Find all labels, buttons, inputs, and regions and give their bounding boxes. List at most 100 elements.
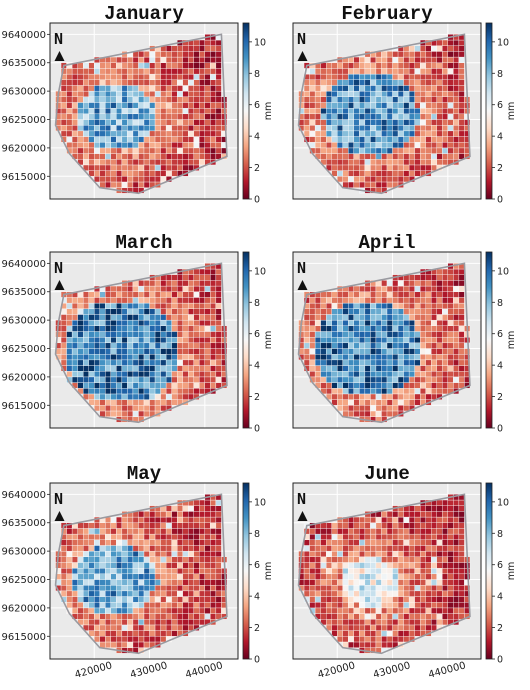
- heatmap-cell: [458, 371, 465, 378]
- heatmap-cell: [392, 511, 399, 518]
- heatmap-cell: [364, 85, 371, 92]
- heatmap-cell: [353, 125, 360, 132]
- heatmap-cell: [342, 342, 349, 349]
- heatmap-cell: [386, 388, 393, 395]
- heatmap-cell: [88, 73, 95, 80]
- heatmap-cell: [160, 119, 167, 126]
- heatmap-cell: [66, 365, 73, 372]
- heatmap-cell: [160, 511, 167, 518]
- heatmap-cell: [359, 533, 366, 540]
- heatmap-cell: [331, 619, 338, 626]
- heatmap-cell: [414, 596, 421, 603]
- heatmap-cell: [94, 619, 100, 626]
- heatmap-cell: [88, 308, 95, 315]
- y-tick-label: 9620000: [1, 143, 46, 154]
- heatmap-cell: [453, 579, 460, 586]
- heatmap-cell: [370, 388, 377, 395]
- heatmap-cell: [210, 136, 217, 143]
- heatmap-cell: [408, 585, 415, 592]
- heatmap-cell: [210, 79, 217, 86]
- heatmap-cell: [132, 119, 139, 126]
- heatmap-cell: [165, 573, 172, 580]
- heatmap-cell: [337, 68, 343, 75]
- heatmap-cell: [303, 325, 310, 332]
- heatmap-cell: [116, 388, 123, 395]
- heatmap-cell: [320, 585, 327, 592]
- heatmap-cell: [99, 113, 106, 120]
- heatmap-cell: [138, 159, 145, 166]
- heatmap-cell: [408, 613, 415, 620]
- heatmap-cell: [364, 596, 371, 603]
- heatmap-cell: [364, 319, 371, 326]
- heatmap-cell: [99, 331, 106, 338]
- heatmap-cell: [182, 73, 189, 80]
- heatmap-cell: [442, 567, 448, 575]
- heatmap-cell: [88, 102, 95, 109]
- heatmap-cell: [353, 573, 360, 580]
- heatmap-cell: [199, 359, 205, 366]
- heatmap-cell: [320, 348, 327, 355]
- heatmap-cell: [381, 51, 388, 58]
- heatmap-cell: [309, 302, 316, 309]
- heatmap-cell: [425, 359, 432, 366]
- heatmap-cell: [353, 630, 360, 637]
- heatmap-cell: [199, 96, 205, 103]
- heatmap-cell: [160, 113, 167, 120]
- heatmap-cell: [425, 607, 432, 614]
- heatmap-cell: [408, 170, 415, 177]
- heatmap-cell: [127, 596, 134, 603]
- heatmap-cell: [353, 130, 360, 137]
- heatmap-cell: [453, 45, 460, 52]
- heatmap-cell: [182, 308, 189, 315]
- heatmap-cell: [127, 567, 134, 575]
- heatmap-cell: [342, 325, 349, 332]
- heatmap-cell: [193, 280, 200, 287]
- axes-frame: [292, 22, 482, 200]
- heatmap-cell: [165, 619, 172, 626]
- heatmap-cell: [188, 516, 194, 523]
- heatmap-cell: [381, 573, 388, 580]
- heatmap-cell: [138, 388, 145, 395]
- heatmap-cell: [337, 522, 343, 529]
- heatmap-cell: [408, 624, 415, 631]
- heatmap-cell: [149, 96, 156, 103]
- heatmap-cell: [326, 550, 332, 557]
- heatmap-cell: [337, 359, 343, 366]
- heatmap-cell: [99, 399, 106, 406]
- heatmap-cell: [425, 73, 432, 80]
- heatmap-cell: [348, 399, 354, 406]
- heatmap-cell: [99, 613, 106, 620]
- heatmap-cell: [386, 85, 393, 92]
- heatmap-cell: [66, 90, 73, 97]
- colorbar: [485, 22, 493, 200]
- heatmap-cell: [77, 371, 84, 378]
- heatmap-cell: [193, 348, 200, 355]
- heatmap-cell: [154, 359, 161, 366]
- heatmap-cell: [314, 573, 321, 580]
- heatmap-cell: [342, 331, 349, 338]
- heatmap-cell: [110, 297, 117, 304]
- heatmap-cell: [326, 325, 332, 332]
- heatmap-cell: [99, 142, 106, 149]
- heatmap-cell: [143, 573, 150, 580]
- heatmap-cell: [458, 297, 465, 304]
- heatmap-cell: [403, 90, 410, 97]
- heatmap-cell: [359, 585, 366, 592]
- heatmap-cell: [453, 539, 460, 546]
- heatmap-cell: [165, 393, 172, 400]
- heatmap-cell: [348, 181, 354, 188]
- heatmap-cell: [370, 130, 377, 137]
- heatmap-cell: [353, 545, 360, 552]
- heatmap-cell: [99, 336, 106, 344]
- heatmap-cell: [177, 607, 183, 614]
- heatmap-cell: [342, 399, 349, 406]
- heatmap-cell: [348, 539, 354, 546]
- heatmap-cell: [342, 68, 349, 75]
- heatmap-cell: [138, 119, 145, 126]
- heatmap-cell: [110, 153, 117, 160]
- heatmap-cell: [320, 113, 327, 120]
- heatmap-cell: [160, 308, 167, 315]
- heatmap-cell: [127, 585, 134, 592]
- heatmap-cell: [138, 107, 145, 115]
- heatmap-cell: [420, 556, 426, 563]
